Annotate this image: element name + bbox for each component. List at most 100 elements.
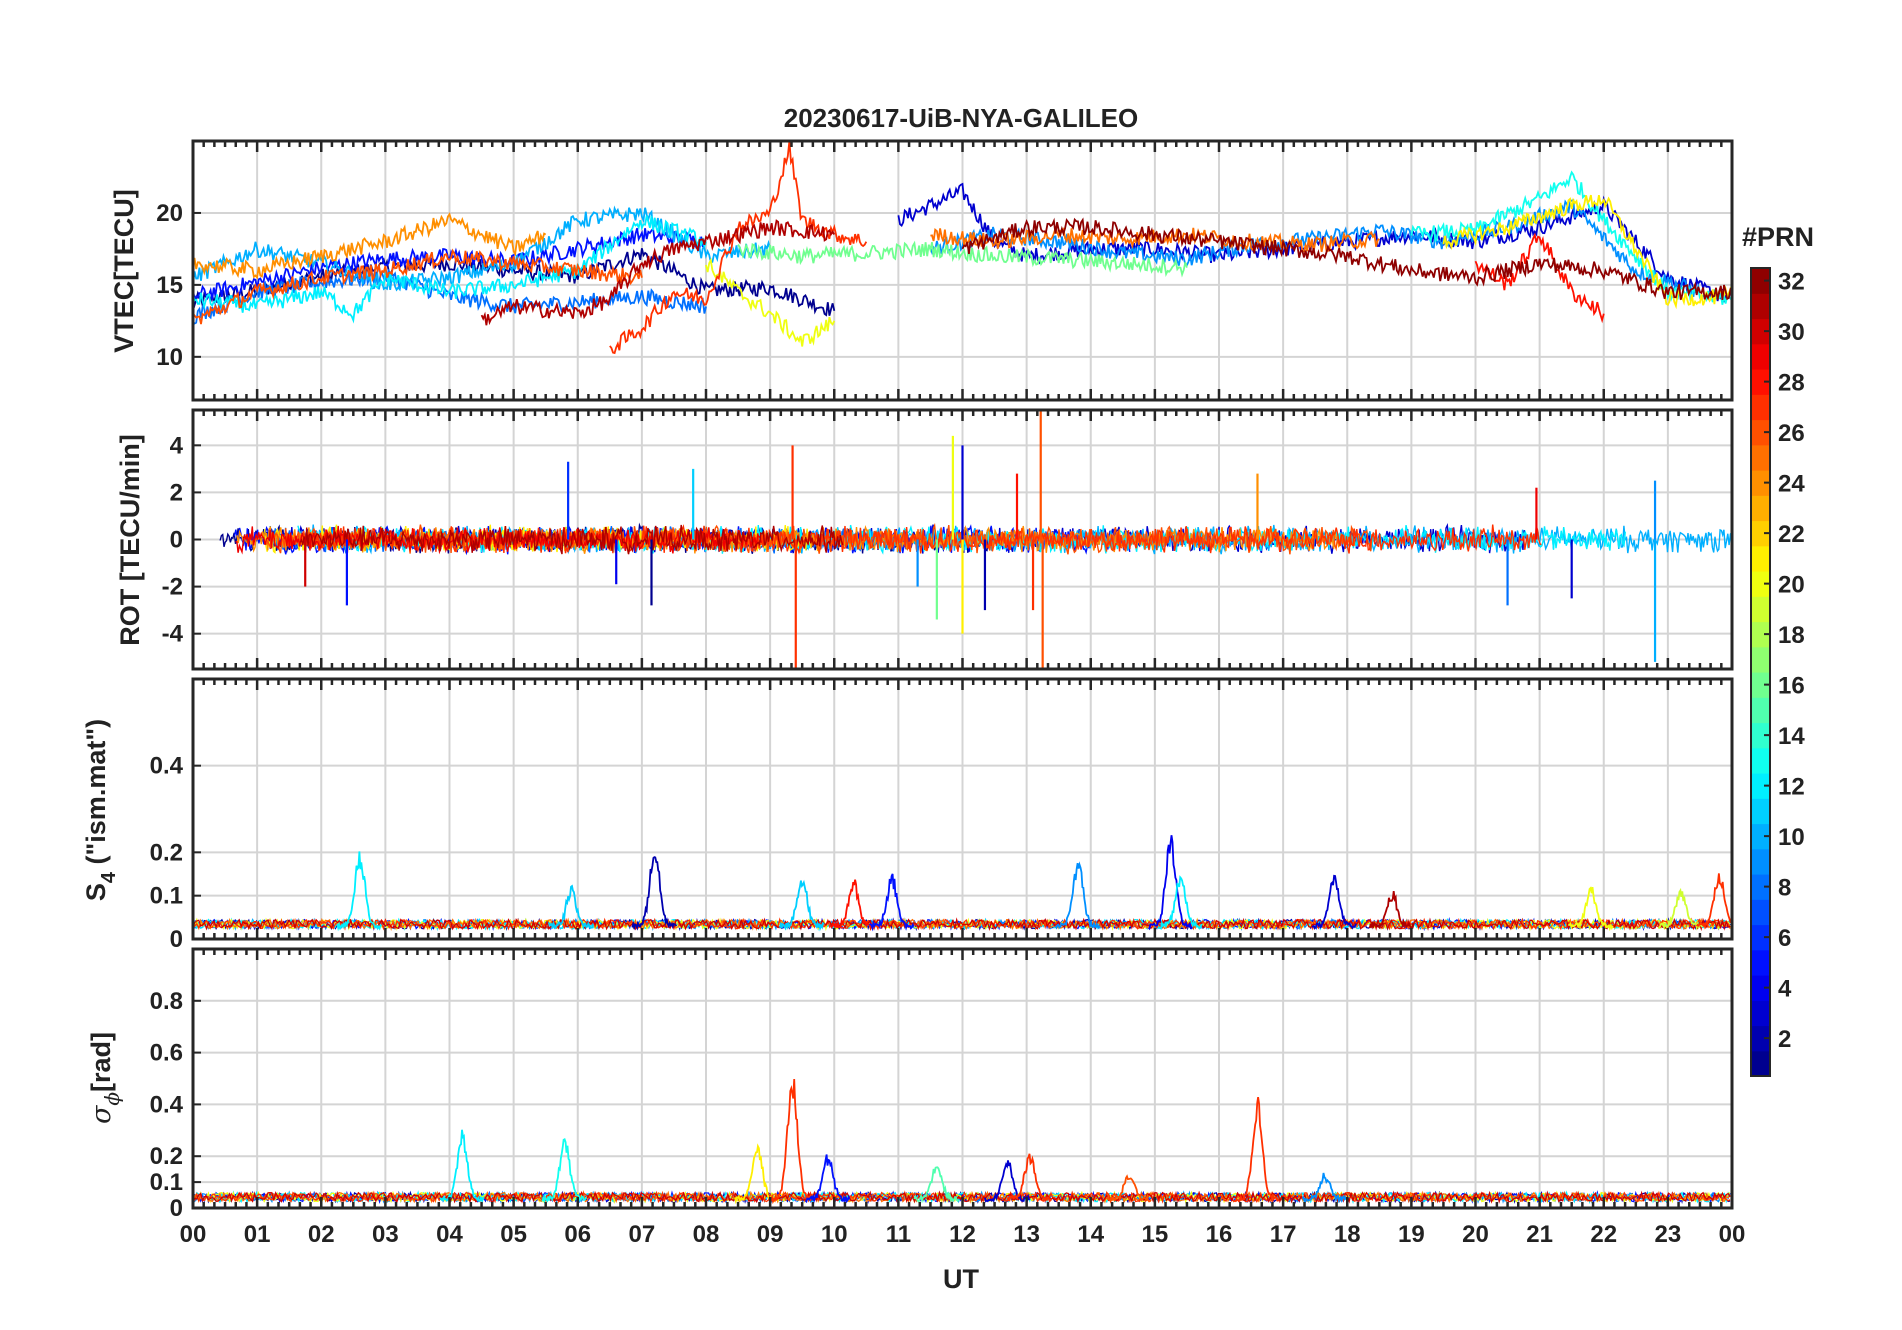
- colorbar-segment-prn-31: [1751, 293, 1770, 320]
- colorbar-segment-prn-18: [1751, 621, 1770, 648]
- colorbar-segment-prn-26: [1751, 419, 1770, 446]
- sigma_phi-peak-prn-5: [804, 1154, 851, 1205]
- colorbar-segment-prn-16: [1751, 672, 1770, 698]
- x-tick-label: 01: [244, 1221, 271, 1248]
- sigma_phi-peak-prn-9: [1301, 1172, 1348, 1204]
- colorbar-tick-label: 10: [1778, 824, 1805, 851]
- x-tick-label: 13: [1013, 1221, 1040, 1248]
- rot-series: [219, 410, 1732, 669]
- y-tick-label: 0: [170, 926, 183, 953]
- s4-peak-prn-31: [1368, 890, 1415, 930]
- sigma-phi-y-label: σϕ[rad]: [86, 1032, 124, 1124]
- s4-peak-prn-2: [631, 856, 678, 931]
- x-tick-label: 14: [1077, 1221, 1104, 1248]
- panel-rot: -4 -2 0 2 4 ROT [TECU/min]: [115, 408, 1734, 671]
- vtec-y-ticks: 10 15 20: [156, 200, 201, 371]
- vtec-series-line-prn-10: [193, 205, 771, 292]
- rot-series-line-prn-26: [265, 522, 1373, 555]
- colorbar-segment-prn-3: [1751, 1000, 1770, 1027]
- vtec-y-label: VTEC[TECU]: [109, 189, 139, 353]
- vtec-series-line-prn-21: [1442, 194, 1732, 310]
- x-tick-label: 22: [1590, 1221, 1617, 1248]
- colorbar-segment-prn-32: [1751, 268, 1770, 294]
- colorbar-segment-prn-29: [1751, 343, 1770, 370]
- colorbar-segment-prn-5: [1751, 949, 1770, 976]
- colorbar-tick-label: 2: [1778, 1026, 1791, 1053]
- colorbar-segment-prn-22: [1751, 520, 1770, 547]
- colorbar-segment-prn-9: [1751, 848, 1770, 875]
- y-tick-label: 0.1: [150, 883, 183, 910]
- colorbar-segment-prn-24: [1751, 470, 1770, 496]
- y-tick-label: 10: [156, 344, 183, 371]
- s4-peak-prn-11: [778, 879, 825, 932]
- sigma-phi-y-label-rest: [rad]: [86, 1032, 116, 1092]
- colorbar-tick-label: 18: [1778, 622, 1805, 649]
- s4-peak-prn-19: [1658, 887, 1704, 931]
- colorbar-tick-label: 30: [1778, 319, 1805, 346]
- s4-y-label-rest: ("ism.mat"): [81, 719, 111, 872]
- vtec-series-line-prn-26: [193, 248, 643, 325]
- s4-peak-prn-11: [548, 884, 594, 930]
- s4-peak-prn-9: [1054, 861, 1101, 930]
- panel-s4: 0 0.1 0.2 0.4 S4 ("ism.mat"): [81, 677, 1734, 953]
- colorbar-segment-prn-23: [1751, 495, 1770, 522]
- s4-y-label-sub: 4: [98, 871, 120, 883]
- x-tick-label: 05: [500, 1221, 527, 1248]
- x-tick-label: 09: [757, 1221, 784, 1248]
- colorbar-segment-prn-11: [1751, 798, 1770, 825]
- sigma_phi-peak-prn-13: [541, 1138, 588, 1204]
- rot-series-line-prn-31: [299, 524, 844, 555]
- sigma-phi-axes-frame: [191, 947, 1734, 1210]
- colorbar-frame: [1750, 267, 1771, 1077]
- colorbar-title: #PRN: [1742, 222, 1814, 252]
- x-tick-label: 11: [886, 1221, 911, 1248]
- x-tick-label: 17: [1270, 1221, 1297, 1248]
- sigma_phi-peak-prn-26: [1106, 1174, 1152, 1203]
- sigma_phi-peak-prn-15: [913, 1166, 960, 1204]
- s4-peak-prn-5: [868, 873, 915, 932]
- colorbar-segment-prn-30: [1751, 318, 1770, 345]
- y-tick-label: 15: [156, 272, 183, 299]
- s4-peak-prn-20: [1567, 886, 1614, 932]
- x-tick-label: 04: [436, 1221, 463, 1248]
- colorbar-tick-label: 32: [1778, 269, 1805, 296]
- rot-y-label: ROT [TECU/min]: [115, 434, 145, 645]
- vtec-series-line-prn-9: [929, 198, 1701, 297]
- colorbar-tick-label: 26: [1778, 420, 1805, 447]
- s4-axes-frame: [191, 677, 1734, 941]
- colorbar-segment-prn-27: [1751, 394, 1770, 421]
- vtec-grid: [193, 141, 1732, 400]
- vtec-series-line-prn-12: [193, 215, 707, 324]
- sigma-phi-grid: [193, 949, 1732, 1208]
- s4-peak-prn-4: [1147, 835, 1193, 931]
- colorbar-segment-prn-8: [1751, 874, 1770, 900]
- s4-peak-prn-12: [336, 851, 383, 932]
- s4-peak-prn-27: [1695, 873, 1732, 928]
- y-tick-label: 0.1: [150, 1169, 183, 1196]
- x-tick-label: 00: [180, 1221, 207, 1248]
- sigma_phi-peak-prn-3: [984, 1160, 1031, 1203]
- y-tick-label: 0.2: [150, 839, 183, 866]
- colorbar-tick-label: 4: [1778, 976, 1792, 1003]
- y-tick-label: 2: [170, 479, 183, 506]
- sigma-phi-y-ticks: 00.10.2 0.4 0.6 0.8: [150, 988, 201, 1222]
- y-tick-label: 0: [170, 1195, 183, 1222]
- x-tick-label: 16: [1206, 1221, 1233, 1248]
- vtec-series-line-prn-20: [705, 257, 836, 347]
- vtec-series-line-prn-25: [930, 225, 1380, 253]
- colorbar-segment-prn-17: [1751, 646, 1770, 673]
- y-tick-label: 0.6: [150, 1040, 183, 1067]
- x-tick-label: 12: [949, 1221, 976, 1248]
- vtec-series: [193, 141, 1732, 355]
- x-tick-label: 20: [1462, 1221, 1489, 1248]
- s4-y-ticks: 0 0.1 0.2 0.4: [150, 753, 201, 953]
- colorbar-segment-prn-20: [1751, 571, 1770, 597]
- s4-y-label-main: S: [81, 883, 111, 901]
- sigma_phi-peak-prn-27: [1234, 1096, 1280, 1203]
- y-tick-label: -4: [162, 621, 184, 648]
- rot-y-ticks: -4 -2 0 2 4: [162, 432, 201, 648]
- colorbar-tick-label: 16: [1778, 673, 1805, 700]
